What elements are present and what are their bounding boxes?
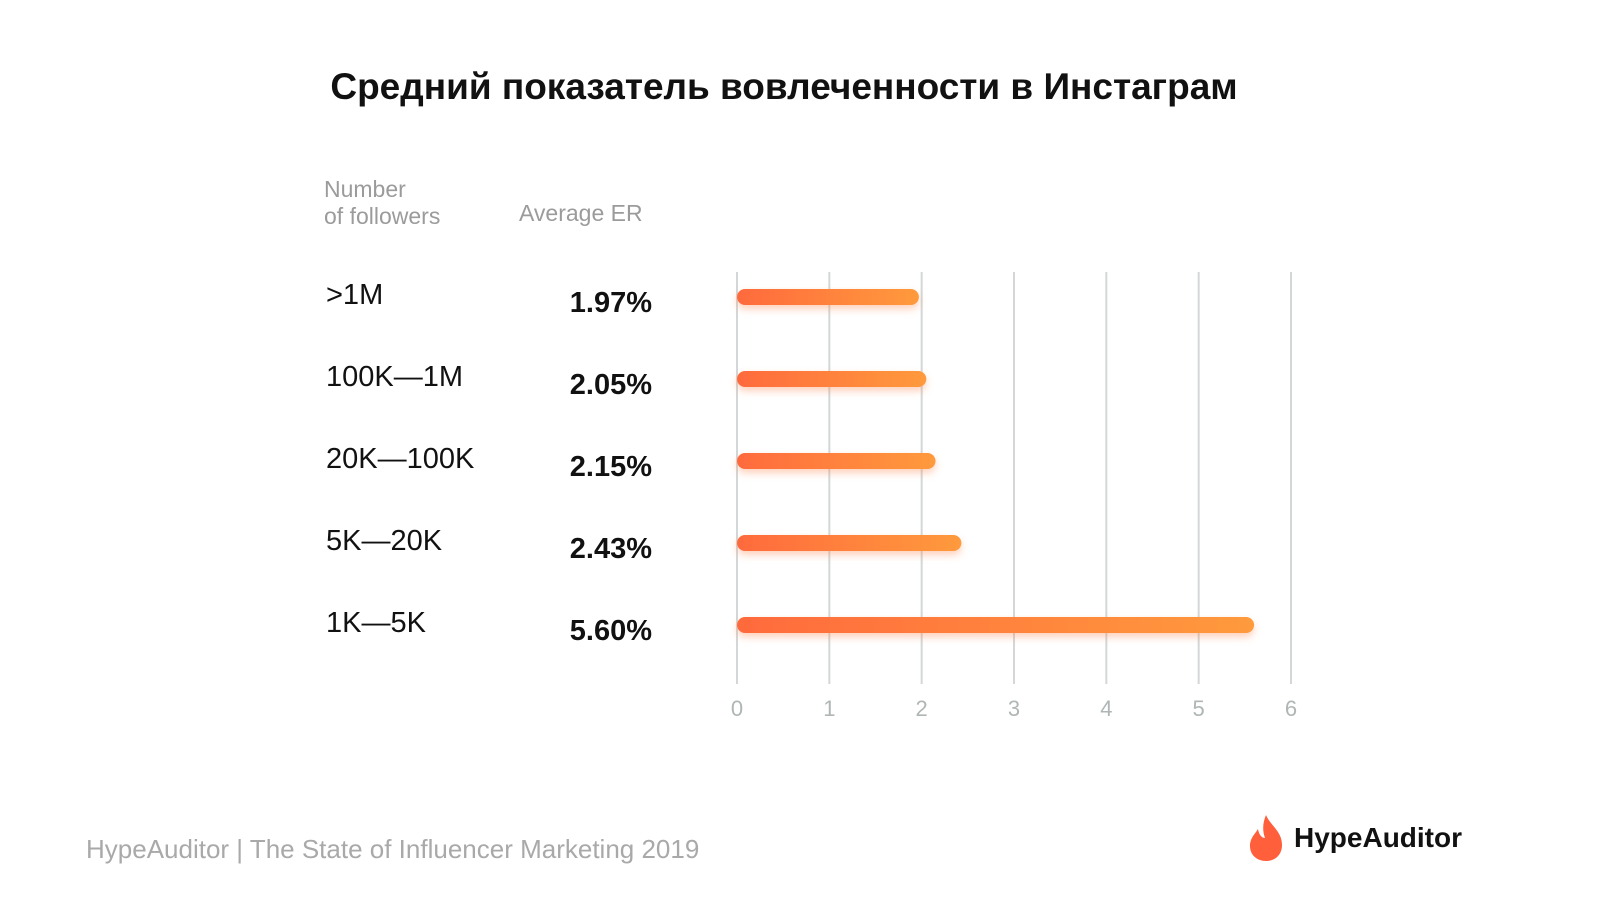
category-label: 20K—100K	[326, 443, 475, 475]
logo-text: HypeAuditor	[1294, 822, 1462, 853]
x-tick-label: 1	[823, 696, 835, 721]
bar-3	[737, 535, 962, 551]
value-label: 5.60%	[569, 615, 652, 647]
followers-header-line1: Number	[324, 176, 406, 202]
flame-icon	[1250, 815, 1282, 861]
category-label: 1K—5K	[326, 607, 426, 639]
category-label: 100K—1M	[326, 361, 464, 393]
x-tick-label: 3	[1008, 696, 1020, 721]
value-label: 2.05%	[569, 369, 652, 401]
er-column-header: Average ER	[519, 200, 643, 226]
category-label: 5K—20K	[326, 525, 443, 557]
bar-4	[737, 617, 1255, 633]
footer-source: HypeAuditor | The State of Influencer Ma…	[86, 834, 700, 864]
x-tick-label: 4	[1100, 696, 1112, 721]
category-label: >1M	[326, 279, 384, 311]
x-tick-label: 5	[1193, 696, 1205, 721]
brand-logo: HypeAuditor	[1246, 812, 1462, 864]
value-label: 2.15%	[569, 451, 652, 483]
x-tick-label: 2	[916, 696, 928, 721]
bar-1	[737, 371, 927, 387]
chart-title: Средний показатель вовлеченности в Инста…	[330, 66, 1238, 107]
value-label: 2.43%	[569, 533, 652, 565]
followers-header-line2: of followers	[324, 203, 441, 229]
x-tick-label: 6	[1285, 696, 1297, 721]
bar-0	[737, 289, 919, 305]
bar-2	[737, 453, 936, 469]
x-tick-label: 0	[731, 696, 743, 721]
followers-column-header: Number of followers	[324, 176, 524, 230]
value-label: 1.97%	[569, 287, 652, 319]
